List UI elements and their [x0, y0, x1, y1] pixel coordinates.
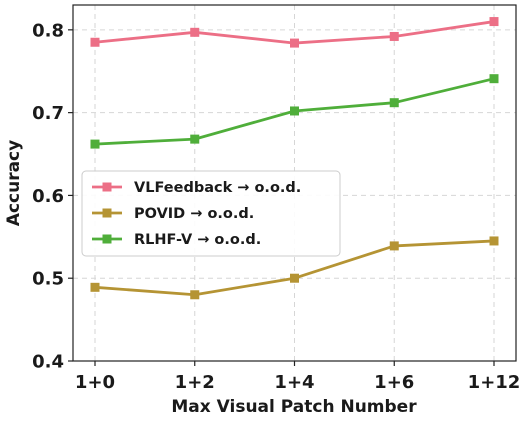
- data-point: [190, 290, 200, 300]
- legend-marker: [102, 234, 112, 244]
- x-tick-label: 1+6: [374, 372, 414, 393]
- legend-entry: POVID → o.o.d.: [92, 206, 254, 222]
- legend-label: POVID → o.o.d.: [134, 206, 254, 222]
- series-layer: [90, 17, 499, 300]
- legend-marker: [102, 208, 112, 218]
- x-axis-title: Max Visual Patch Number: [171, 397, 417, 417]
- legend: VLFeedback → o.o.d. POVID → o.o.d. RLHF-V …: [81, 170, 341, 257]
- data-point: [190, 134, 200, 144]
- y-tick-label: 0.5: [32, 269, 64, 290]
- data-point: [290, 38, 299, 48]
- y-tick-label: 0.7: [32, 103, 64, 124]
- y-tick-label: 0.6: [32, 186, 64, 207]
- data-point: [290, 273, 299, 283]
- legend-label: VLFeedback → o.o.d.: [134, 180, 301, 196]
- x-ticks: 1+0 1+2 1+4 1+6 1+12: [75, 361, 520, 393]
- y-tick-label: 0.4: [32, 352, 64, 373]
- y-ticks: 0.4 0.5 0.6 0.7 0.8: [32, 20, 73, 373]
- series-2: [90, 74, 499, 149]
- data-point: [290, 106, 299, 116]
- y-axis-title: Accuracy: [4, 140, 24, 226]
- data-point: [90, 139, 100, 149]
- data-point: [389, 31, 399, 41]
- data-point: [489, 236, 499, 246]
- data-point: [90, 37, 100, 47]
- legend-entry: VLFeedback → o.o.d.: [92, 180, 301, 196]
- y-tick-label: 0.8: [32, 20, 64, 41]
- data-point: [489, 74, 499, 84]
- data-point: [489, 17, 499, 27]
- x-tick-label: 1+0: [75, 372, 115, 393]
- data-point: [389, 98, 399, 108]
- data-point: [90, 282, 100, 292]
- legend-marker: [102, 182, 112, 192]
- x-tick-label: 1+2: [175, 372, 215, 393]
- data-point: [190, 27, 200, 37]
- legend-entry: RLHF-V → o.o.d.: [92, 232, 261, 248]
- x-tick-label: 1+12: [468, 372, 521, 393]
- legend-box: [81, 170, 341, 257]
- series-1: [90, 236, 499, 300]
- data-point: [389, 241, 399, 251]
- series-0: [90, 17, 499, 48]
- legend-label: RLHF-V → o.o.d.: [134, 232, 261, 248]
- x-tick-label: 1+4: [274, 372, 314, 393]
